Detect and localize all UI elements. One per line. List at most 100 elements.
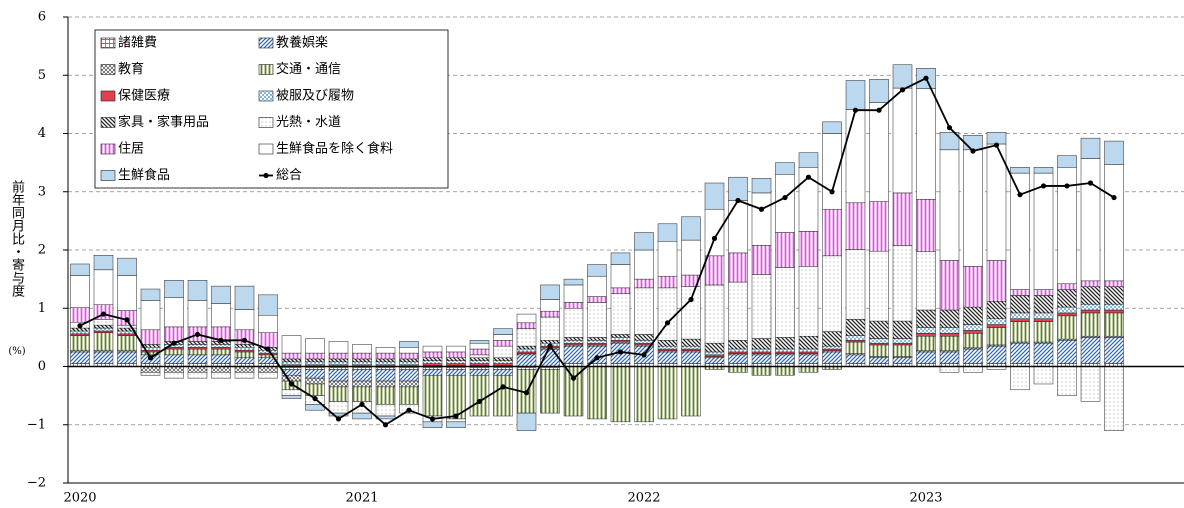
bar-segment [986, 345, 1007, 364]
line-point [735, 197, 741, 204]
bar-segment [93, 324, 114, 329]
bar-segment [140, 372, 161, 376]
bar-segment [634, 232, 654, 251]
bar-segment [587, 296, 607, 303]
bar-segment [704, 357, 725, 364]
bar-segment [563, 345, 584, 364]
bar-segment [1010, 289, 1030, 296]
line-point [523, 390, 530, 396]
bar-segment [963, 149, 983, 267]
bar-segment [845, 249, 866, 320]
bar-segment [704, 255, 725, 286]
bar-segment [986, 260, 1007, 302]
bar-segment [446, 418, 466, 423]
bar-segment [1033, 289, 1054, 296]
line-point [147, 355, 154, 361]
bar-segment [164, 297, 184, 328]
bar-segment [939, 149, 960, 261]
bar-segment [70, 330, 90, 335]
bar-segment [775, 348, 795, 353]
bar-segment [234, 372, 255, 379]
bar-segment [399, 361, 419, 366]
bar-segment [728, 176, 748, 201]
line-point [758, 206, 765, 212]
line-point [1040, 183, 1047, 189]
bar-segment [211, 347, 231, 350]
bar-segment [563, 284, 584, 303]
bar-segment [775, 174, 795, 233]
bar-segment [798, 335, 819, 350]
bar-segment [563, 302, 584, 309]
bar-segment [446, 369, 466, 376]
bar-segment [563, 308, 584, 338]
bar-segment [563, 342, 584, 346]
bar-segment [634, 334, 654, 341]
bar-segment [93, 319, 114, 326]
bar-segment [775, 267, 795, 338]
bar-segment [822, 121, 842, 134]
bar-segment [657, 366, 678, 420]
bar-segment [869, 338, 889, 344]
bar-segment [516, 328, 537, 347]
bar-segment [775, 351, 795, 354]
bar-segment [328, 369, 349, 382]
bar-segment [657, 345, 678, 350]
bar-segment [469, 348, 490, 356]
bar-segment [751, 348, 772, 353]
line-point [617, 349, 624, 355]
bar-segment [869, 201, 889, 252]
bar-segment [963, 348, 983, 364]
legend-swatch [100, 90, 116, 102]
bar-segment [211, 348, 231, 356]
bar-segment [493, 360, 513, 364]
bar-segment [375, 358, 396, 363]
bar-segment [469, 354, 490, 359]
bar-segment [587, 345, 607, 364]
bar-segment [211, 354, 231, 364]
bar-segment [399, 352, 419, 360]
bar-segment [939, 327, 960, 334]
bar-segment [117, 324, 137, 329]
bar-segment [869, 342, 889, 346]
bar-segment [1033, 312, 1054, 319]
bar-segment [422, 374, 443, 417]
bar-segment [258, 332, 278, 348]
bar-segment [798, 152, 819, 168]
bar-segment [1010, 312, 1030, 319]
x-tick-label: 2022 [627, 491, 660, 506]
bar-segment [305, 377, 325, 385]
bar-segment [939, 260, 960, 311]
bar-segment [375, 404, 396, 417]
bar-segment [305, 338, 325, 354]
bar-segment [352, 380, 372, 388]
bar-segment [493, 334, 513, 341]
bar-segment [328, 352, 349, 360]
y-tick-label: 0 [38, 359, 46, 374]
bar-segment [258, 294, 278, 316]
bar-segment [892, 320, 913, 339]
bar-segment [258, 314, 278, 333]
bar-segment [892, 245, 913, 322]
bar-segment [563, 340, 584, 344]
bar-segment [1080, 286, 1101, 305]
bar-segment [751, 274, 772, 339]
bar-segment [728, 252, 748, 283]
bar-segment [305, 352, 325, 360]
line-point [711, 235, 718, 241]
legend-label: 被服及び履物 [276, 89, 354, 104]
bar-segment [1057, 340, 1077, 364]
bar-segment [164, 348, 184, 356]
y-tick-label: −1 [27, 417, 46, 432]
bar-segment [187, 372, 208, 379]
line-point [288, 381, 295, 387]
bar-segment [845, 109, 866, 204]
bar-segment [1080, 137, 1101, 159]
bar-segment [1057, 315, 1077, 340]
bar-segment [187, 354, 208, 364]
bar-segment [939, 333, 960, 337]
legend-swatch [100, 143, 116, 155]
bar-segment [399, 386, 419, 405]
bar-segment [822, 331, 842, 347]
bar-segment [892, 342, 913, 346]
bar-segment [93, 254, 114, 271]
